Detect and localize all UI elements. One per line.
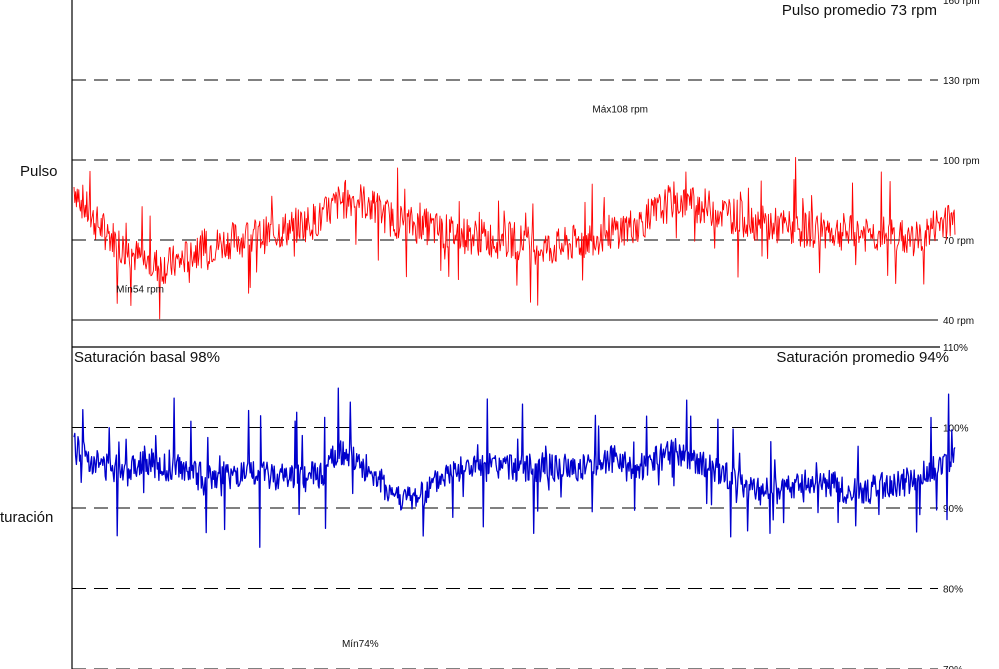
pulse-plot: 40 rpm 70 rpm 100 rpm 130 rpm 160 rpm Mín54 r…: [72, 0, 980, 327]
saturation-tick-label: 90%: [943, 504, 963, 515]
saturation-series-line: [73, 387, 956, 548]
pulse-annotation: Mín54 rpm: [116, 285, 164, 296]
pulse-tick-label: 160 rpm: [943, 0, 980, 7]
saturation-basal-text: Saturación basal 98%: [74, 349, 220, 366]
saturation-tick-label: 80%: [943, 585, 963, 596]
saturation-plot: 70% 80% 90% 100% 110% Mín74%: [72, 343, 969, 669]
pulse-tick-label: 40 rpm: [943, 316, 974, 327]
pulse-tick-label: 130 rpm: [943, 76, 980, 87]
saturation-annotation: Mín74%: [342, 639, 379, 650]
saturation-tick-label: 100%: [943, 424, 969, 435]
saturation-average-text: Saturación promedio 94%: [776, 349, 949, 366]
pulse-tick-label: 70 rpm: [943, 236, 974, 247]
saturation-row-label: turación: [0, 509, 54, 526]
saturation-tick-label: 70%: [943, 665, 963, 669]
saturation-tick-label: 110%: [943, 343, 968, 354]
pulse-row-label: Pulso: [20, 163, 58, 180]
pulse-series-line: [73, 156, 956, 320]
pulse-average-text: Pulso promedio 73 rpm: [781, 2, 937, 19]
pulse-annotation: Máx108 rpm: [592, 105, 648, 116]
pulse-tick-label: 100 rpm: [943, 156, 980, 167]
